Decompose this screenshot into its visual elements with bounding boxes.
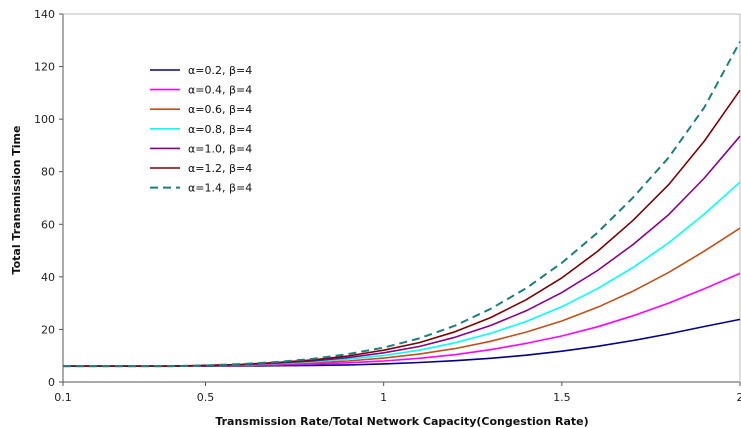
legend-label-7: α=1.4, β=4 [188, 182, 252, 195]
series-line-4 [63, 181, 741, 368]
x-tick-label: 0.5 [197, 391, 215, 404]
legend: α=0.2, β=4 α=0.4, β=4 α=0.6, β=4 α=0.8, β=4… [150, 64, 252, 195]
y-tick-label: 20 [41, 323, 55, 336]
y-tick-label: 80 [41, 166, 55, 179]
y-axis-label: Total Transmission Time [10, 126, 23, 275]
axes: 0 20 40 60 80 100 120 140 0.1 0.5 1 1.5 2 [34, 8, 741, 404]
legend-label-6: α=1.2, β=4 [188, 162, 252, 175]
x-tick-label: 0.1 [54, 391, 72, 404]
x-axis-label: Transmission Rate/Total Network Capacity… [215, 415, 588, 428]
legend-label-2: α=0.4, β=4 [188, 84, 252, 97]
legend-label-5: α=1.0, β=4 [188, 142, 252, 155]
y-tick-label: 40 [41, 271, 55, 284]
series-line-5 [63, 135, 741, 368]
series-line-6 [63, 89, 741, 368]
x-tick-label: 1 [380, 391, 387, 404]
x-tick-label: 1.5 [553, 391, 571, 404]
series-group [63, 41, 741, 368]
series-line-7 [63, 41, 741, 368]
y-tick-label: 60 [41, 218, 55, 231]
y-tick-label: 140 [34, 8, 55, 21]
y-tick-label: 0 [48, 376, 55, 389]
series-line-3 [63, 227, 741, 368]
y-tick-label: 120 [34, 61, 55, 74]
x-tick-label: 2 [737, 391, 741, 404]
legend-label-3: α=0.6, β=4 [188, 103, 252, 116]
legend-label-4: α=0.8, β=4 [188, 123, 252, 136]
y-tick-label: 100 [34, 113, 55, 126]
legend-label-1: α=0.2, β=4 [188, 64, 252, 77]
